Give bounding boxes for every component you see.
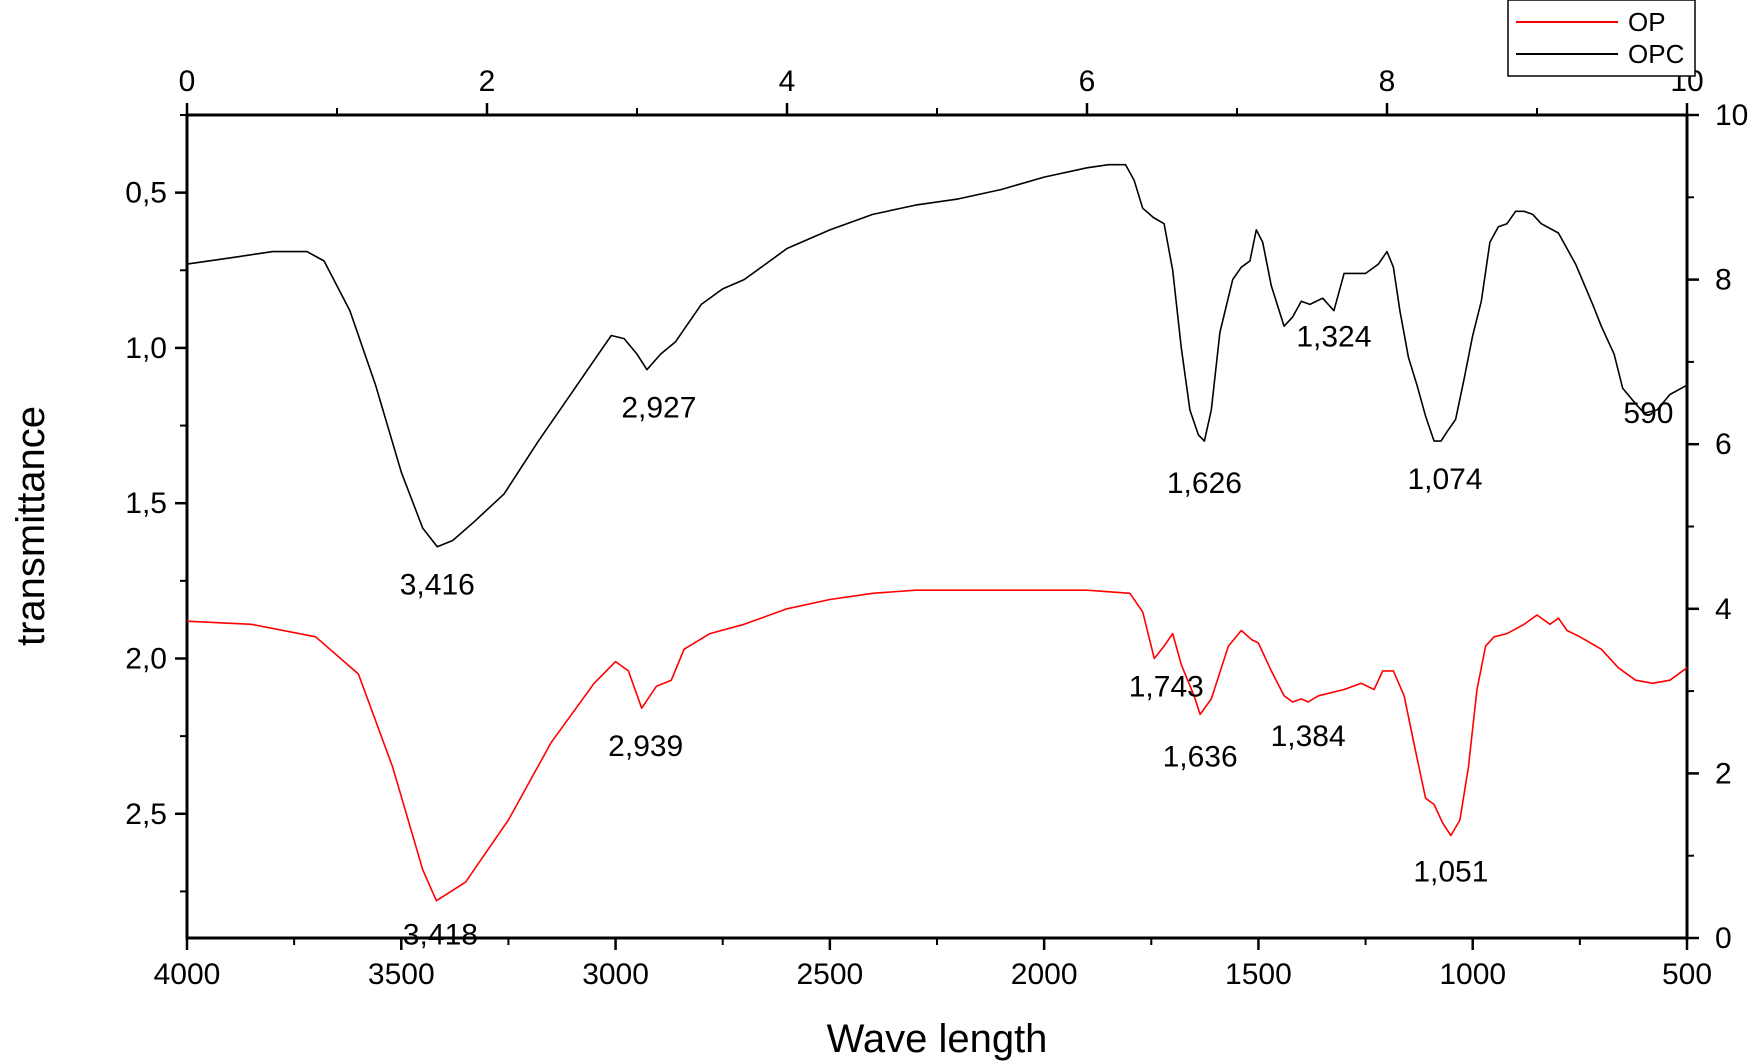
legend-label-op: OP (1628, 7, 1666, 37)
right-tick-label: 10 (1715, 99, 1748, 132)
y-tick-label: 2,0 (125, 642, 167, 675)
right-tick-label: 8 (1715, 264, 1732, 297)
peak-label: 1,384 (1271, 720, 1346, 753)
peak-label: 2,939 (608, 730, 683, 763)
x-axis-top: 0 2 4 6 8 10 (179, 65, 1704, 115)
x-tick-label: 1000 (1439, 958, 1506, 991)
peak-label: 1,074 (1407, 463, 1482, 496)
peak-label: 2,927 (621, 392, 696, 425)
peak-label: 1,743 (1129, 670, 1204, 703)
x-tick-label: 1500 (1225, 958, 1292, 991)
y-tick-label: 2,5 (125, 798, 167, 831)
top-tick-label: 2 (479, 65, 496, 98)
y-tick-label: 0,5 (125, 177, 167, 210)
x-tick-label: 3500 (368, 958, 435, 991)
x-tick-label: 3000 (582, 958, 649, 991)
y-axis-title: transmittance (9, 406, 53, 646)
x-tick-label: 4000 (154, 958, 221, 991)
y-axis-right: 0 2 4 6 8 10 (1687, 99, 1748, 955)
plot-frame (185, 113, 1689, 940)
top-tick-label: 4 (779, 65, 796, 98)
x-tick-label: 2500 (796, 958, 863, 991)
right-tick-label: 6 (1715, 428, 1732, 461)
y-tick-label: 1,5 (125, 487, 167, 520)
x-axis-bottom: 4000 3500 3000 2500 2000 1500 1000 500 (154, 938, 1712, 991)
annotation-layer: 3,416 2,927 1,626 1,324 1,074 590 3,418 2,939 1,… (400, 321, 1674, 952)
peak-label: 3,418 (403, 919, 478, 952)
peak-label: 1,324 (1296, 321, 1371, 354)
series-line-opc (186, 163, 1688, 548)
right-tick-label: 4 (1715, 593, 1732, 626)
x-axis-title: Wave length (827, 1017, 1048, 1061)
legend-label-opc: OPC (1628, 39, 1684, 69)
peak-label: 1,051 (1413, 856, 1488, 889)
peak-label: 1,636 (1163, 740, 1238, 773)
right-tick-label: 2 (1715, 757, 1732, 790)
legend-box (1507, 0, 1696, 77)
legend: OP OPC (1507, 0, 1696, 77)
y-axis-left: 0,5 1,0 1,5 2,0 2,5 (125, 114, 187, 893)
x-tick-label: 2000 (1011, 958, 1078, 991)
right-tick-label: 0 (1715, 922, 1732, 955)
series-line-op (186, 589, 1688, 902)
peak-label: 1,626 (1167, 467, 1242, 500)
peak-label: 590 (1623, 397, 1673, 430)
top-tick-label: 8 (1379, 65, 1396, 98)
series-layer (186, 163, 1688, 902)
x-tick-label: 500 (1662, 958, 1712, 991)
peak-label: 3,416 (400, 569, 475, 602)
y-tick-label: 1,0 (125, 332, 167, 365)
top-tick-label: 6 (1079, 65, 1096, 98)
top-tick-label: 0 (179, 65, 196, 98)
